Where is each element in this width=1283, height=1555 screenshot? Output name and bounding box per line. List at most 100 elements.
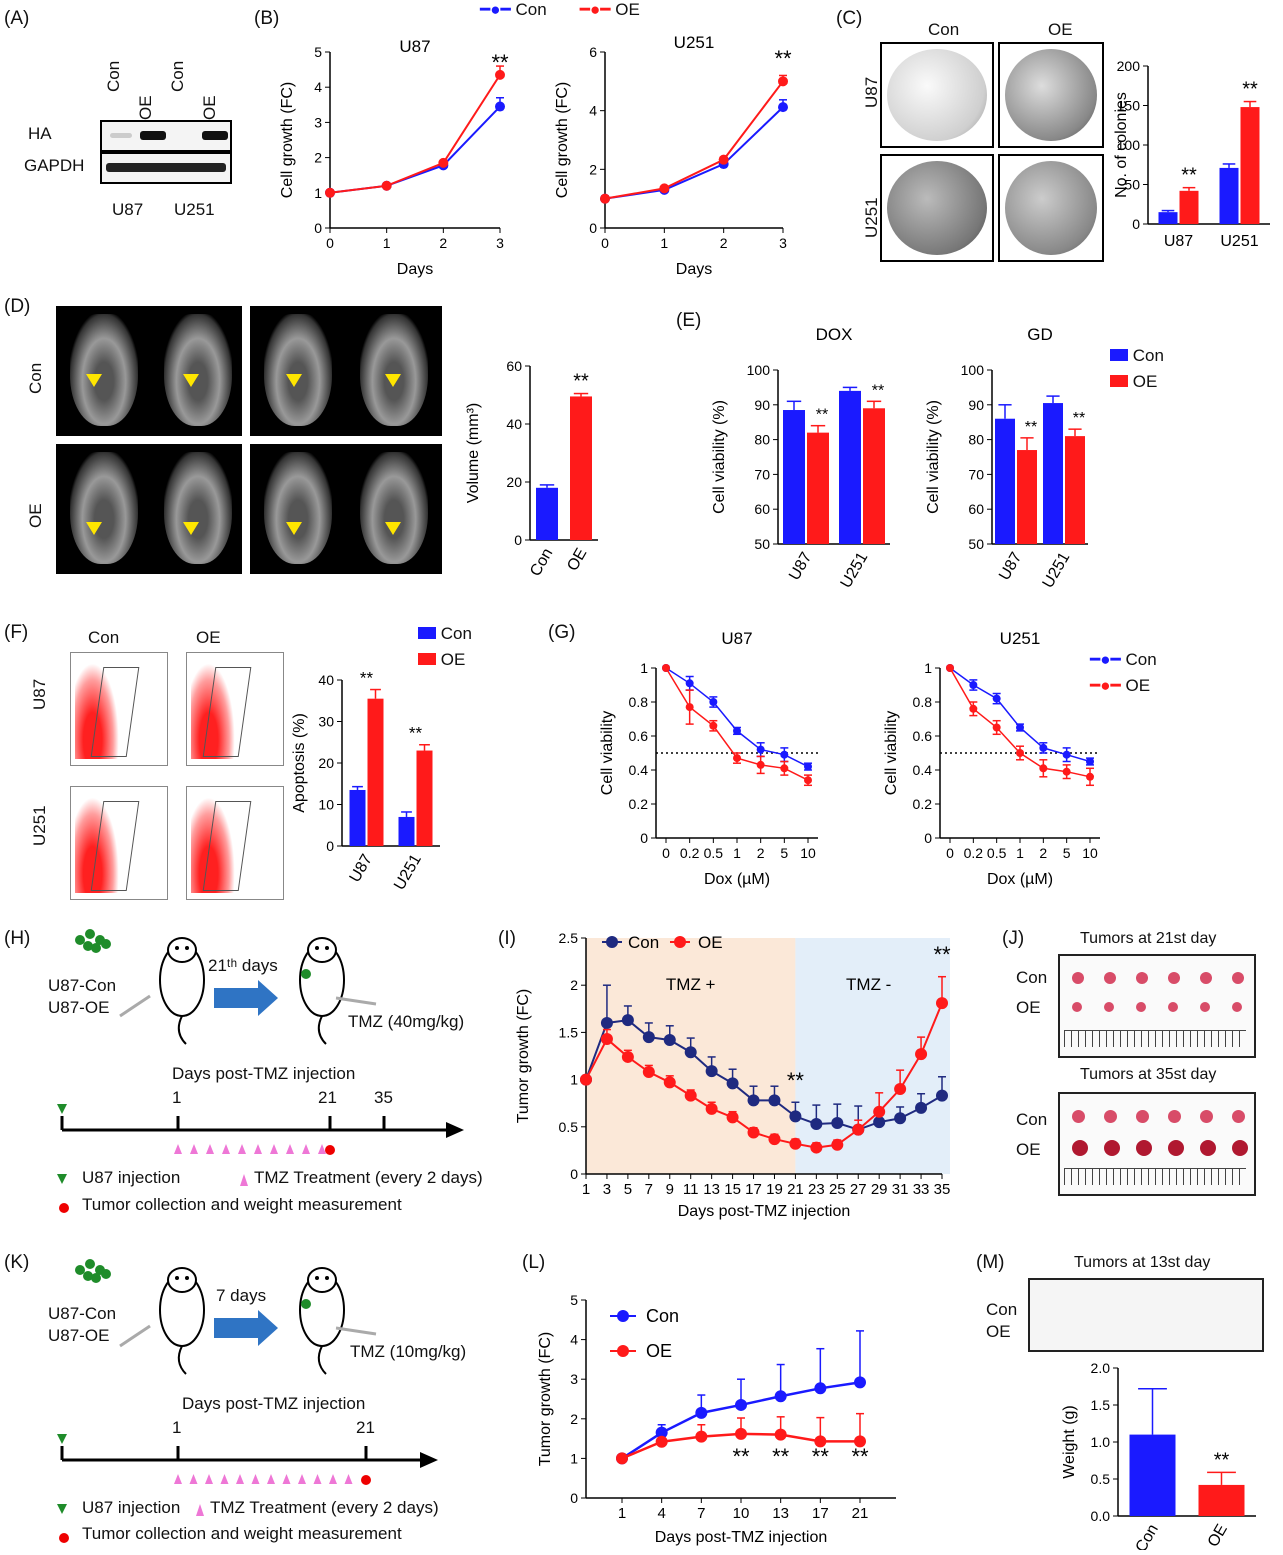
data-point bbox=[438, 157, 449, 168]
tumor-row-label: Con bbox=[1016, 968, 1048, 987]
mri-row-label: OE bbox=[26, 503, 45, 528]
x-tick-label: U251 bbox=[1040, 549, 1074, 591]
x-tick-label: 7 bbox=[645, 1181, 653, 1198]
significance-mark: ** bbox=[1073, 410, 1085, 427]
significance-mark: ** bbox=[816, 407, 828, 424]
y-tick-label: 80 bbox=[754, 432, 770, 448]
treatment-marker-icon bbox=[205, 1474, 213, 1484]
data-point bbox=[1016, 723, 1024, 732]
y-axis-label: Cell growth (FC) bbox=[554, 82, 571, 198]
x-tick-label: 17 bbox=[812, 1505, 829, 1522]
treatment-marker-icon bbox=[286, 1144, 294, 1154]
tumor-title: Tumors at 35st day bbox=[1080, 1066, 1217, 1083]
significance-mark: ** bbox=[409, 724, 423, 743]
x-tick-label: Con bbox=[527, 546, 556, 580]
tumor-icon bbox=[1200, 1140, 1216, 1156]
panel-label-h: (H) bbox=[4, 928, 31, 949]
panel-label-f: (F) bbox=[4, 622, 29, 643]
panel-label-a: (A) bbox=[4, 8, 30, 29]
data-point bbox=[718, 154, 729, 165]
flow-plot bbox=[70, 786, 168, 900]
tumor-row-label: OE bbox=[986, 1322, 1011, 1341]
mouse-eye-icon bbox=[175, 1276, 179, 1280]
tumor-row-label: Con bbox=[1016, 1110, 1048, 1129]
tumor-row-label: Con bbox=[986, 1300, 1018, 1319]
y-tick-label: 0 bbox=[1132, 216, 1140, 232]
x-tick-label: U251 bbox=[838, 549, 872, 591]
mri-row-label: Con bbox=[26, 362, 45, 394]
blot-row-label: GAPDH bbox=[24, 156, 85, 175]
data-point bbox=[873, 1116, 886, 1129]
y-tick-label: 0.4 bbox=[629, 762, 649, 778]
panel-label-i: (I) bbox=[498, 928, 516, 949]
data-point bbox=[684, 1046, 697, 1059]
y-tick-label: 4 bbox=[570, 1332, 578, 1348]
bar bbox=[416, 750, 433, 846]
y-tick-label: 100 bbox=[747, 362, 771, 378]
mouse-tail-icon bbox=[177, 1015, 187, 1045]
data-point bbox=[580, 1073, 592, 1086]
legend-label: OE bbox=[1132, 372, 1158, 391]
tmz-dose: TMZ (40mg/kg) bbox=[348, 1012, 465, 1031]
y-axis-label: No. of colonies bbox=[1113, 92, 1130, 198]
mouse-eye-icon bbox=[315, 1276, 319, 1280]
legend-marker bbox=[617, 1310, 629, 1322]
chart-b-u87: 0 1 2 3 4 5 Cell growth (FC) U87 Days 0 1 2 3 ** bbox=[279, 37, 509, 278]
data-point bbox=[780, 750, 789, 759]
tumor-row-label: OE bbox=[1016, 1140, 1041, 1159]
chart-title: GD bbox=[1027, 325, 1053, 344]
data-point bbox=[894, 1112, 907, 1125]
cell-label: U87-OE bbox=[48, 1326, 110, 1345]
y-tick-label: 0.4 bbox=[913, 762, 933, 778]
collection-marker-icon bbox=[361, 1475, 371, 1485]
bar bbox=[1129, 1434, 1176, 1516]
y-tick-label: 0 bbox=[314, 220, 322, 236]
x-tick-label: 15 bbox=[724, 1181, 741, 1198]
flow-col-label: Con bbox=[88, 628, 120, 647]
x-tick-label: 7 bbox=[697, 1505, 705, 1522]
colony-plate bbox=[998, 154, 1104, 262]
ruler bbox=[1064, 1030, 1246, 1047]
legend-collection-icon bbox=[59, 1533, 69, 1543]
data-point bbox=[642, 1066, 655, 1079]
cell-cluster-icon bbox=[83, 1271, 93, 1281]
panel-label-c: (C) bbox=[836, 8, 863, 29]
mouse-eye-icon bbox=[325, 946, 329, 950]
cell-cluster-icon bbox=[75, 935, 85, 945]
x-axis-label: Days bbox=[676, 261, 712, 278]
x-tick-label: U251 bbox=[1220, 233, 1258, 250]
y-tick-label: 1.5 bbox=[1091, 1397, 1111, 1413]
x-tick-label: 13 bbox=[772, 1505, 789, 1522]
x-tick-label: 0.5 bbox=[704, 845, 724, 861]
tumor-photo bbox=[1028, 1278, 1264, 1352]
x-tick-label: OE bbox=[1205, 1522, 1231, 1551]
significance-mark: ** bbox=[1181, 165, 1197, 187]
x-tick-label: 0.2 bbox=[680, 845, 700, 861]
y-tick-label: 5 bbox=[314, 44, 322, 60]
arrow-icon bbox=[214, 980, 278, 1016]
legend-g: ━●━ Con ━●━ OE bbox=[1090, 650, 1157, 695]
y-axis-label: Cell viability bbox=[883, 711, 900, 795]
chart-m-weight: 0.0 0.5 1.0 1.5 2.0 Weight (g) Con ** OE bbox=[1061, 1360, 1256, 1551]
data-point bbox=[600, 1033, 613, 1046]
x-tick-label: 2 bbox=[439, 235, 447, 251]
x-tick-label: 11 bbox=[683, 1181, 699, 1198]
significance-mark: ** bbox=[774, 46, 792, 71]
y-tick-label: 3 bbox=[570, 1371, 578, 1387]
tmz-dose: TMZ (10mg/kg) bbox=[350, 1342, 467, 1361]
x-tick-label: 4 bbox=[657, 1505, 665, 1522]
treatment-marker-icon bbox=[222, 1144, 230, 1154]
mouse-tail-icon bbox=[317, 1015, 327, 1045]
y-tick-label: 1 bbox=[570, 1450, 578, 1466]
treatment-marker-icon bbox=[344, 1474, 353, 1484]
treatment-marker-icon bbox=[298, 1474, 306, 1484]
data-point bbox=[936, 1089, 948, 1102]
data-point bbox=[1062, 750, 1071, 759]
blot-col-label: Con bbox=[104, 60, 123, 92]
data-point bbox=[946, 664, 954, 672]
blot-col-label: Con bbox=[168, 60, 187, 92]
syringe-icon bbox=[335, 996, 377, 1006]
data-point bbox=[733, 754, 741, 763]
bar bbox=[1198, 1484, 1245, 1516]
tumor-icon bbox=[1072, 972, 1084, 984]
